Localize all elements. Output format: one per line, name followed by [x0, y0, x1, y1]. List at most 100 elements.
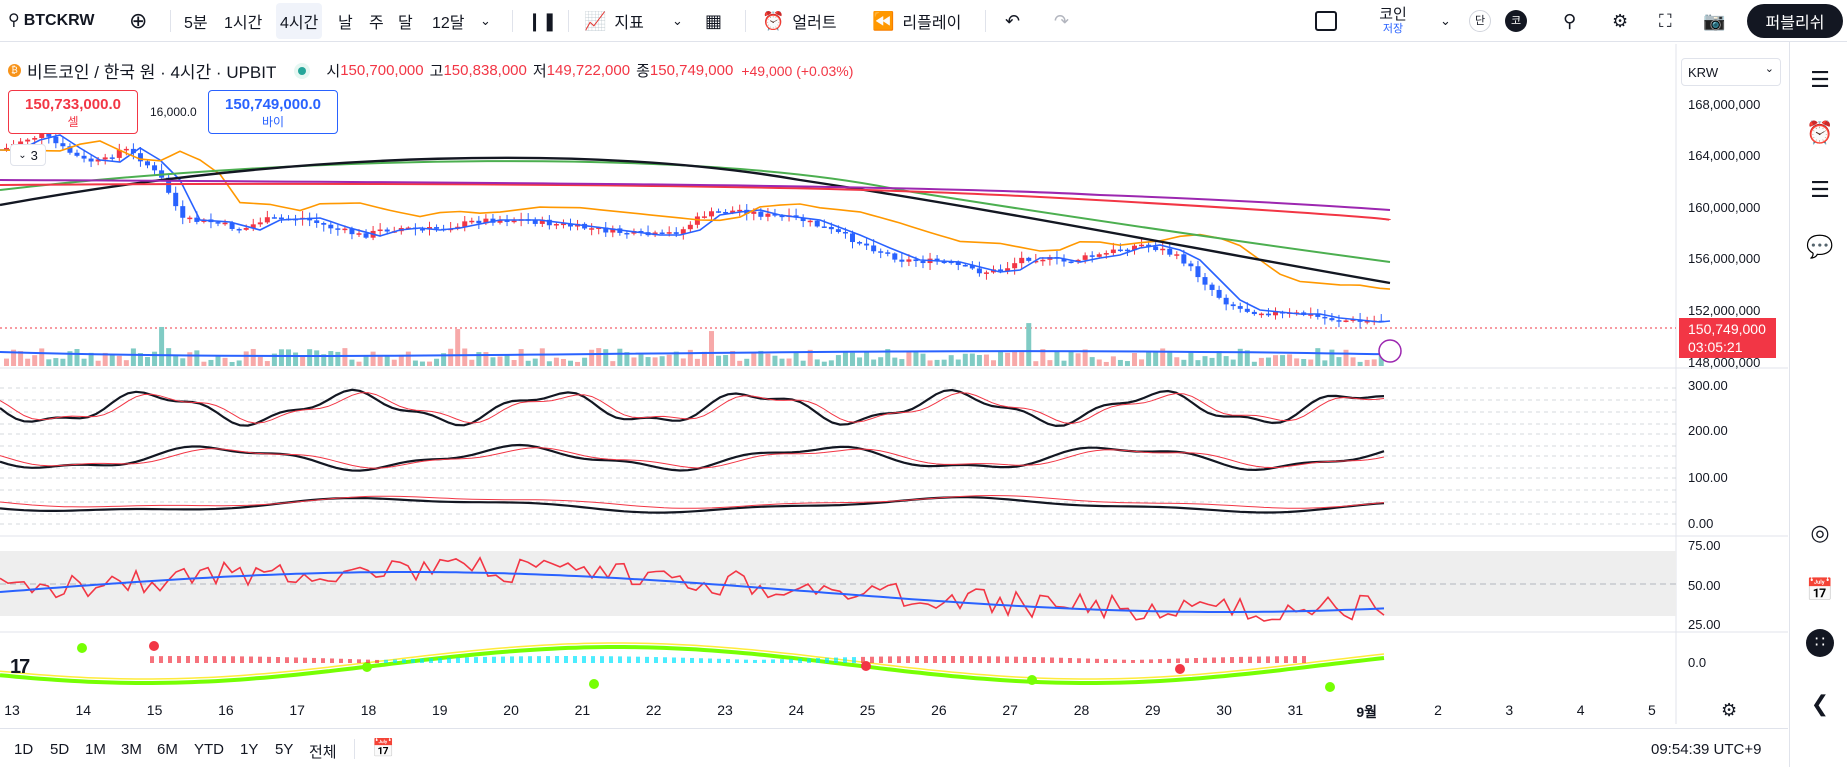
symbol-search[interactable]: ⚲ BTCKRW — [8, 0, 95, 42]
volume-bar — [271, 353, 277, 366]
gear-icon: ⚙ — [1721, 700, 1738, 720]
candle-body — [166, 177, 172, 193]
candle-body — [850, 233, 855, 243]
chart-type-button[interactable]: ❙❚ — [527, 0, 557, 42]
interval-4h[interactable]: 4시간 — [276, 3, 323, 39]
buy-button[interactable]: 150,749,000.0 바이 — [208, 90, 338, 134]
interval-month[interactable]: 달 — [398, 15, 413, 32]
mode-a-button[interactable]: 단 — [1469, 0, 1491, 42]
undo-button[interactable]: ↶ — [1005, 0, 1020, 42]
volume-bar — [751, 352, 757, 366]
range-5y[interactable]: 5Y — [275, 741, 294, 758]
mode-b-button[interactable]: 코 — [1505, 0, 1527, 42]
legend-collapse-button[interactable]: ⌄ 3 — [10, 144, 46, 166]
range-3m[interactable]: 3M — [121, 741, 142, 758]
replay-button[interactable]: ⏪ 리플레이 — [872, 0, 961, 42]
price-tick: 160,000,000 — [1688, 200, 1761, 215]
indicators-button[interactable]: 📈 지표 — [584, 0, 644, 42]
candle-body — [1258, 313, 1264, 316]
layouts-button[interactable]: ▦ — [705, 0, 722, 42]
range-all[interactable]: 전체 — [309, 744, 337, 761]
divider — [568, 10, 569, 32]
interval-1h[interactable]: 1시간 — [224, 15, 263, 32]
chart-canvas[interactable] — [0, 44, 1788, 724]
interval-5m[interactable]: 5분 — [184, 15, 208, 32]
redo-button[interactable]: ↷ — [1054, 0, 1069, 42]
interval-week[interactable]: 주 — [369, 15, 384, 32]
histogram-bar — [573, 656, 577, 663]
volume-bar — [955, 359, 961, 366]
target-button[interactable]: ◎ — [1806, 519, 1834, 547]
chat-button[interactable]: 💬 — [1806, 233, 1834, 261]
axis-settings-button[interactable]: ⚙ — [1721, 700, 1737, 721]
quick-search-button[interactable]: ⚲ — [1563, 0, 1576, 42]
divider — [354, 739, 355, 759]
rsi-line — [0, 556, 1385, 622]
histogram-bar — [294, 657, 298, 663]
time-tick: 19 — [432, 702, 448, 718]
range-ytd[interactable]: YTD — [194, 741, 224, 758]
compare-button[interactable]: ⊕ — [129, 0, 147, 42]
range-5d[interactable]: 5D — [50, 741, 70, 758]
alerts-button[interactable]: ⏰ — [1806, 119, 1834, 147]
volume-bar — [673, 351, 679, 366]
histogram-bar — [375, 659, 379, 663]
candle-body — [229, 222, 235, 229]
histogram-bar — [447, 657, 451, 663]
calendar-button[interactable]: 📅 — [1806, 576, 1834, 604]
histogram-bar — [555, 656, 559, 663]
clock[interactable]: 09:54:39 UTC+9 — [1651, 741, 1762, 758]
layout-dropdown[interactable]: ⌄ — [1440, 0, 1451, 42]
layout-title: 코인 — [1379, 6, 1407, 23]
fullscreen-button[interactable]: ⛶ — [1659, 0, 1672, 42]
volume-bar — [342, 348, 348, 366]
range-1m[interactable]: 1M — [85, 741, 106, 758]
cross-dot — [149, 641, 159, 651]
volume-bar — [793, 351, 799, 366]
histogram-bar — [924, 656, 928, 663]
watchlist-button[interactable]: ☰ — [1806, 66, 1834, 94]
candle-body — [222, 222, 228, 225]
volume-bar — [1174, 357, 1180, 366]
rsi-tick: 25.00 — [1688, 617, 1721, 632]
alert-button[interactable]: ⏰ 얼러트 — [762, 0, 837, 42]
candle-body — [236, 228, 242, 231]
volume-bar — [772, 355, 778, 366]
volume-bar — [257, 356, 263, 366]
currency-select[interactable]: KRW ⌄ — [1681, 58, 1781, 86]
volume-bar — [546, 361, 552, 366]
range-1y[interactable]: 1Y — [240, 741, 259, 758]
candle-body — [328, 224, 334, 229]
range-6m[interactable]: 6M — [157, 741, 178, 758]
layers-button[interactable]: ☰ — [1806, 176, 1834, 204]
candle-body — [81, 155, 87, 159]
volume-bar — [610, 361, 616, 366]
signal-button[interactable]: ❮ — [1806, 690, 1834, 718]
candle-body — [1336, 320, 1342, 322]
layout-select-button[interactable] — [1315, 0, 1337, 42]
settings-button[interactable]: ⚙ — [1612, 0, 1628, 42]
volume-bar — [1195, 360, 1201, 366]
layout-name[interactable]: 코인 저장 — [1372, 0, 1414, 42]
publish-button[interactable]: 퍼블리쉬 — [1747, 4, 1843, 38]
osc-tick: 300.00 — [1688, 378, 1728, 393]
histogram-bar — [321, 658, 325, 663]
volume-bar — [539, 348, 545, 366]
interval-dropdown[interactable]: ⌄ — [480, 0, 491, 42]
candle-body — [765, 213, 771, 217]
interval-12m[interactable]: 12달 — [432, 15, 465, 32]
snapshot-button[interactable]: 📷 — [1703, 0, 1725, 42]
volume-bar — [920, 353, 926, 366]
sell-button[interactable]: 150,733,000.0 셀 — [8, 90, 138, 134]
apps-button[interactable]: ∷ — [1806, 629, 1834, 657]
candle-body — [998, 269, 1004, 272]
indicators-dropdown[interactable]: ⌄ — [672, 0, 683, 42]
date-range-button[interactable]: 📅 — [372, 738, 394, 759]
range-1d[interactable]: 1D — [14, 741, 34, 758]
time-tick: 21 — [574, 702, 591, 718]
volume-bar — [102, 352, 108, 366]
interval-day[interactable]: 날 — [338, 15, 353, 32]
candle-body — [1188, 263, 1194, 267]
histogram-bar — [591, 656, 595, 663]
volume-bar — [1096, 359, 1102, 366]
